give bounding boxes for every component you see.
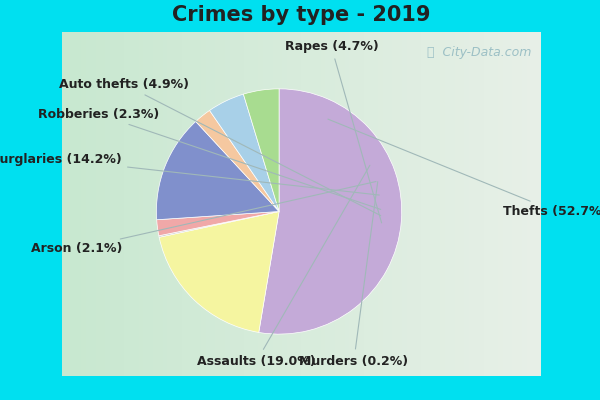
Wedge shape [196, 110, 279, 212]
Wedge shape [259, 89, 402, 334]
Text: Assaults (19.0%): Assaults (19.0%) [197, 165, 370, 368]
Wedge shape [157, 212, 279, 236]
Text: Arson (2.1%): Arson (2.1%) [31, 182, 376, 255]
Wedge shape [159, 212, 279, 332]
Text: Rapes (4.7%): Rapes (4.7%) [284, 40, 382, 223]
Wedge shape [159, 212, 279, 237]
Text: ⓘ  City-Data.com: ⓘ City-Data.com [427, 46, 531, 59]
Text: Auto thefts (4.9%): Auto thefts (4.9%) [59, 78, 380, 216]
Text: Thefts (52.7%): Thefts (52.7%) [328, 119, 600, 218]
Wedge shape [244, 89, 279, 212]
Title: Crimes by type - 2019: Crimes by type - 2019 [172, 5, 431, 25]
Text: Burglaries (14.2%): Burglaries (14.2%) [0, 153, 379, 195]
Wedge shape [157, 122, 279, 220]
Text: Murders (0.2%): Murders (0.2%) [299, 182, 409, 368]
Text: Robberies (2.3%): Robberies (2.3%) [38, 108, 380, 210]
Wedge shape [209, 94, 279, 212]
